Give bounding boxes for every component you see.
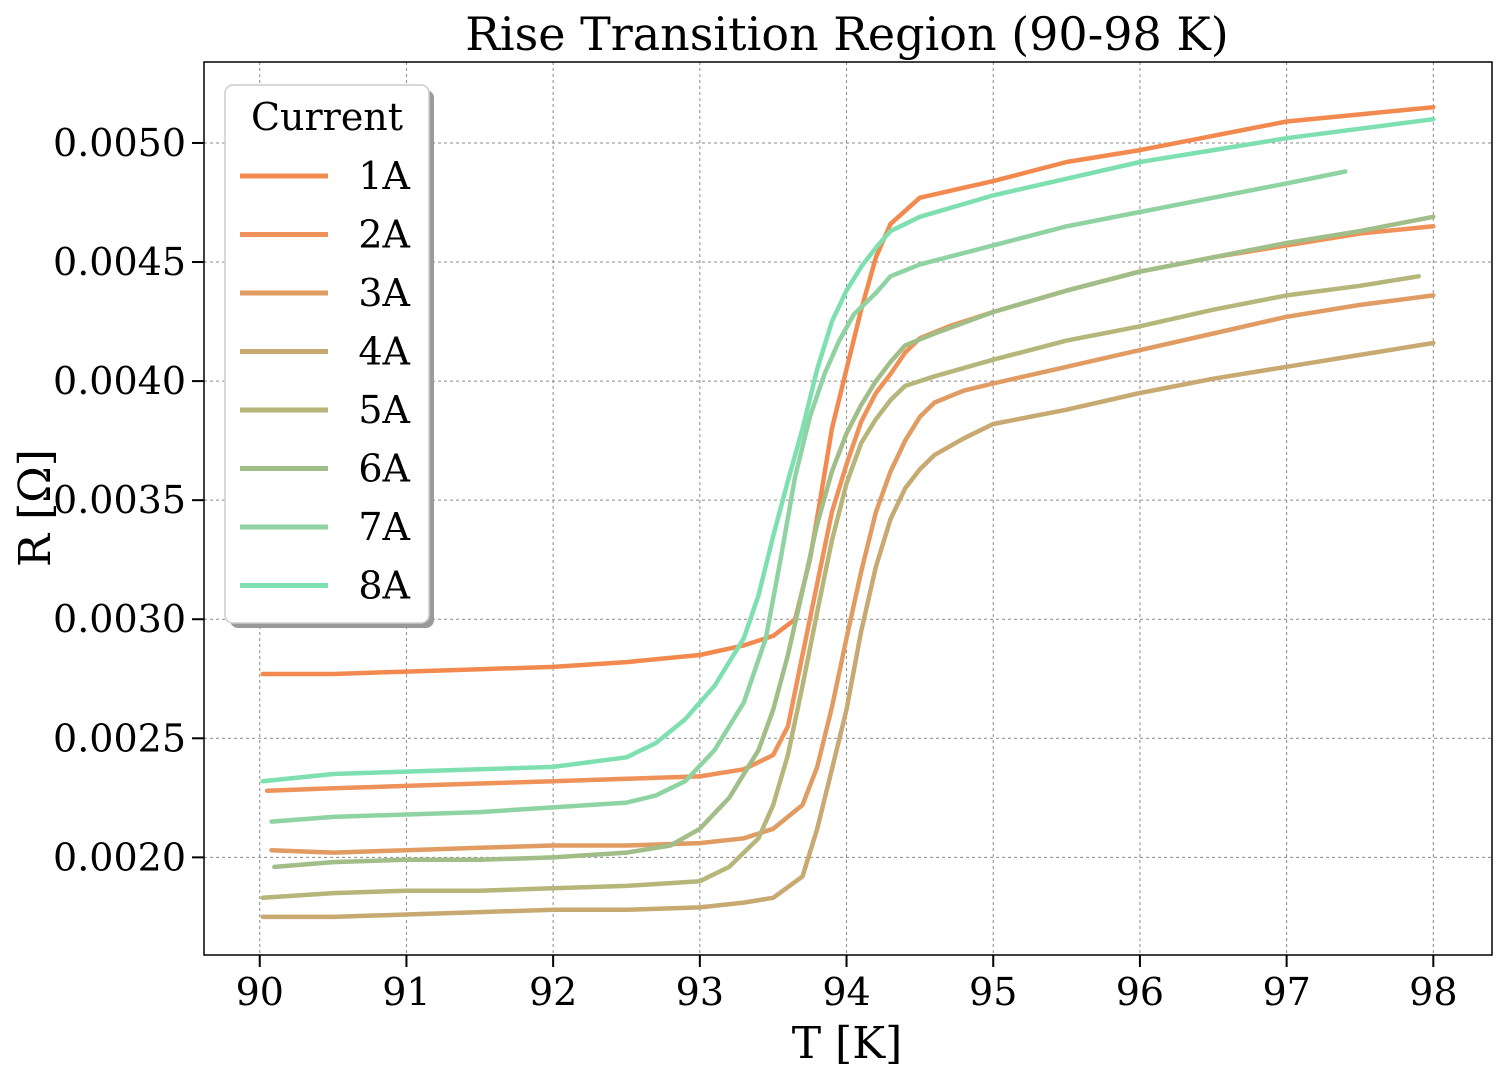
- plot-frame: [203, 61, 1493, 956]
- legend-label-1A: 1A: [358, 154, 410, 198]
- chart-title: Rise Transition Region (90-98 K): [465, 7, 1228, 61]
- x-tick-label: 91: [382, 970, 430, 1014]
- grid: [204, 62, 1492, 955]
- x-tick-label: 94: [822, 970, 870, 1014]
- series-line-1A: [260, 104, 1436, 677]
- x-tick-label: 90: [236, 970, 284, 1014]
- x-tick-label: 93: [676, 970, 724, 1014]
- y-tick-label: 0.0040: [53, 359, 186, 403]
- legend-label-2A: 2A: [358, 213, 410, 257]
- series-line-4A: [260, 340, 1436, 920]
- legend-label-3A: 3A: [358, 271, 410, 315]
- series-line-8A: [260, 116, 1436, 784]
- x-tick-label: 98: [1409, 970, 1457, 1014]
- y-tick-label: 0.0045: [53, 240, 186, 284]
- legend: Current 1A 2A 3A 4A 5A 6A 7A 8A: [224, 84, 434, 628]
- y-tick-label: 0.0025: [53, 716, 186, 760]
- series-line-6A: [272, 214, 1436, 870]
- y-tick-label: 0.0050: [53, 121, 186, 165]
- legend-title: Current: [251, 95, 403, 139]
- axis-ticks: 90 91 92 93 94 95 96 97 98 0.0020 0.0025 0.0030 0.00…: [53, 121, 1457, 1014]
- y-tick-label: 0.0020: [53, 835, 186, 879]
- y-tick-label: 0.0035: [53, 478, 186, 522]
- series-line-5A: [260, 274, 1421, 901]
- x-tick-label: 95: [969, 970, 1017, 1014]
- series-line-7A: [269, 169, 1348, 824]
- x-tick-label: 96: [1116, 970, 1164, 1014]
- legend-items: 1A 2A 3A 4A 5A 6A 7A 8A: [240, 154, 411, 608]
- y-tick-label: 0.0030: [53, 597, 186, 641]
- series-lines: [260, 104, 1436, 920]
- series-line-3A: [269, 293, 1436, 855]
- legend-label-8A: 8A: [358, 564, 410, 608]
- legend-label-5A: 5A: [358, 388, 410, 432]
- x-tick-label: 92: [529, 970, 577, 1014]
- x-axis-label: T [K]: [792, 1018, 903, 1069]
- y-axis-label: R [Ω]: [10, 449, 61, 567]
- legend-label-7A: 7A: [358, 505, 410, 549]
- x-tick-label: 97: [1262, 970, 1310, 1014]
- legend-label-4A: 4A: [358, 330, 410, 374]
- legend-label-6A: 6A: [358, 447, 410, 491]
- series-line-2A: [264, 224, 1436, 793]
